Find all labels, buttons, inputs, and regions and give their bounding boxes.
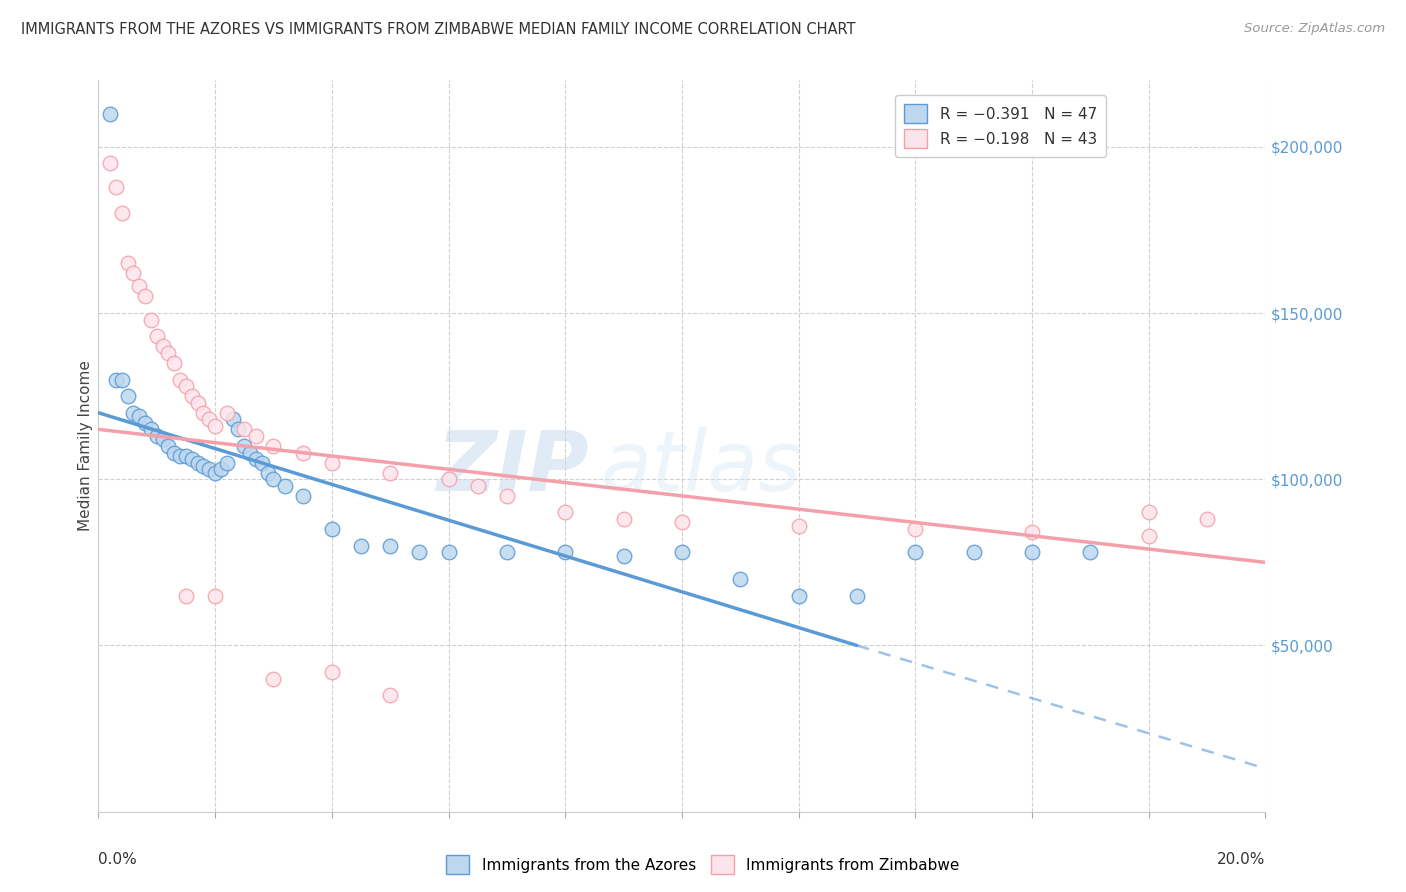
Point <box>1137 529 1160 543</box>
Point <box>146 429 169 443</box>
Point <box>174 449 197 463</box>
Point <box>1021 525 1043 540</box>
Point <box>198 412 221 426</box>
Point <box>1195 512 1218 526</box>
Point <box>496 489 519 503</box>
Point <box>730 572 752 586</box>
Point <box>291 445 314 459</box>
Point <box>1021 545 1043 559</box>
Point <box>204 466 226 480</box>
Point <box>98 156 121 170</box>
Point <box>262 672 284 686</box>
Point <box>437 472 460 486</box>
Point <box>1080 545 1102 559</box>
Point <box>139 422 162 436</box>
Legend: Immigrants from the Azores, Immigrants from Zimbabwe: Immigrants from the Azores, Immigrants f… <box>440 849 966 880</box>
Text: 20.0%: 20.0% <box>1218 852 1265 867</box>
Point <box>256 466 278 480</box>
Point <box>291 489 314 503</box>
Point <box>180 389 202 403</box>
Point <box>215 456 238 470</box>
Point <box>554 506 576 520</box>
Point <box>169 372 191 386</box>
Point <box>139 312 162 326</box>
Point <box>215 406 238 420</box>
Point <box>233 439 256 453</box>
Point <box>904 522 927 536</box>
Point <box>554 545 576 559</box>
Text: atlas: atlas <box>600 427 801 508</box>
Point <box>221 412 243 426</box>
Point <box>128 409 150 423</box>
Point <box>233 422 256 436</box>
Point <box>157 346 180 360</box>
Point <box>111 206 134 220</box>
Point <box>163 356 186 370</box>
Point <box>117 256 139 270</box>
Text: Source: ZipAtlas.com: Source: ZipAtlas.com <box>1244 22 1385 36</box>
Text: IMMIGRANTS FROM THE AZORES VS IMMIGRANTS FROM ZIMBABWE MEDIAN FAMILY INCOME CORR: IMMIGRANTS FROM THE AZORES VS IMMIGRANTS… <box>21 22 856 37</box>
Point <box>274 479 297 493</box>
Point <box>187 396 209 410</box>
Point <box>380 539 402 553</box>
Point <box>157 439 180 453</box>
Point <box>128 279 150 293</box>
Point <box>321 665 343 679</box>
Point <box>104 179 127 194</box>
Point <box>117 389 139 403</box>
Point <box>169 449 191 463</box>
Point <box>163 445 186 459</box>
Point <box>174 589 197 603</box>
Point <box>134 416 156 430</box>
Point <box>228 422 250 436</box>
Point <box>321 522 343 536</box>
Y-axis label: Median Family Income: Median Family Income <box>77 360 93 532</box>
Point <box>262 439 284 453</box>
Point <box>262 472 284 486</box>
Point <box>98 106 121 120</box>
Point <box>467 479 489 493</box>
Point <box>104 372 127 386</box>
Point <box>1137 506 1160 520</box>
Point <box>122 406 145 420</box>
Text: ZIP: ZIP <box>436 427 589 508</box>
Point <box>146 329 169 343</box>
Point <box>174 379 197 393</box>
Point <box>152 339 174 353</box>
Text: 0.0%: 0.0% <box>98 852 138 867</box>
Point <box>250 456 273 470</box>
Point <box>787 518 810 533</box>
Point <box>204 419 226 434</box>
Point <box>193 458 215 473</box>
Point <box>204 589 226 603</box>
Point <box>152 433 174 447</box>
Point <box>787 589 810 603</box>
Point <box>350 539 373 553</box>
Legend: R = −0.391   N = 47, R = −0.198   N = 43: R = −0.391 N = 47, R = −0.198 N = 43 <box>896 95 1107 157</box>
Point <box>612 512 634 526</box>
Point <box>496 545 519 559</box>
Point <box>111 372 134 386</box>
Point <box>239 445 262 459</box>
Point <box>671 516 693 530</box>
Point <box>209 462 232 476</box>
Point <box>198 462 221 476</box>
Point <box>437 545 460 559</box>
Point <box>408 545 430 559</box>
Point <box>187 456 209 470</box>
Point <box>380 689 402 703</box>
Point <box>846 589 869 603</box>
Point <box>321 456 343 470</box>
Point <box>612 549 634 563</box>
Point <box>671 545 693 559</box>
Point <box>380 466 402 480</box>
Point <box>904 545 927 559</box>
Point <box>193 406 215 420</box>
Point <box>122 266 145 280</box>
Point <box>245 429 267 443</box>
Point <box>180 452 202 467</box>
Point <box>134 289 156 303</box>
Point <box>962 545 984 559</box>
Point <box>245 452 267 467</box>
